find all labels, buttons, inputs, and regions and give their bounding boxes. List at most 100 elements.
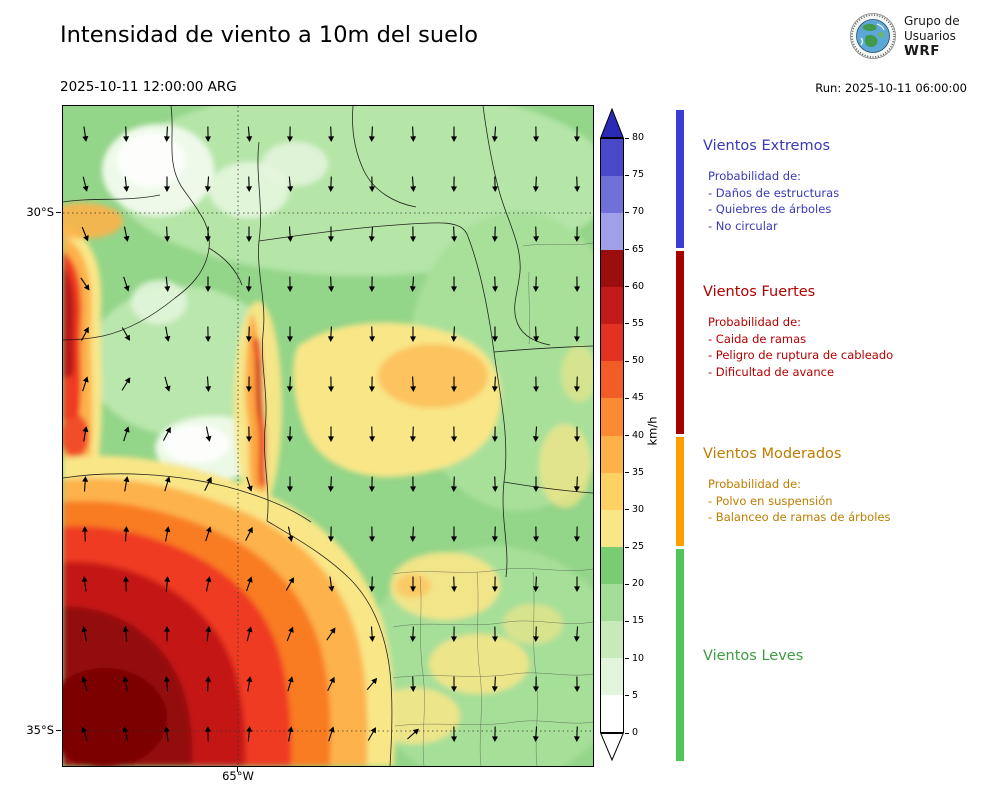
- wind-arrow: [287, 526, 294, 542]
- wind-category-bar: [676, 110, 684, 761]
- wind-arrow: [369, 426, 376, 442]
- wind-arrow: [450, 476, 457, 492]
- wind-arrow: [573, 376, 580, 392]
- wind-arrow: [574, 676, 581, 692]
- colorbar-tick-label: 30: [632, 503, 645, 515]
- wind-arrow: [410, 476, 417, 492]
- wind-arrow: [407, 728, 419, 740]
- wind-arrow: [80, 326, 89, 341]
- wind-arrow: [82, 426, 89, 442]
- colorbar-under-arrow: [600, 733, 624, 761]
- wind-arrow: [246, 176, 253, 192]
- colorbar-tick-label: 10: [632, 652, 645, 664]
- colorbar: 0 5 10 15 20 25 30 35 40 45 50 55 60 65 70 75 80: [600, 108, 675, 764]
- wind-arrow: [328, 426, 334, 442]
- wind-arrow: [246, 476, 253, 492]
- wind-arrow: [410, 226, 417, 242]
- wind-arrow: [246, 626, 253, 642]
- wind-arrow: [245, 376, 252, 392]
- legend-vientos-moderados: Vientos Moderados Probabilidad de: - Polv…: [703, 446, 988, 526]
- wind-arrow: [532, 426, 539, 442]
- wind-arrow: [287, 676, 294, 692]
- colorbar-segment-50-55: [601, 324, 623, 362]
- legend-item: - Dificultad de avance: [708, 364, 835, 379]
- wind-arrow: [122, 576, 129, 592]
- colorbar-segment-25-30: [601, 509, 623, 547]
- wind-arrow: [82, 376, 89, 392]
- legend-item: - Quiebres de árboles: [708, 202, 832, 216]
- colorbar-tick: [625, 509, 629, 511]
- wind-arrow: [205, 576, 212, 592]
- wind-arrow: [122, 726, 129, 742]
- wind-arrow: [163, 126, 170, 142]
- wind-arrow: [491, 576, 498, 592]
- wind-arrow: [451, 526, 457, 542]
- wind-arrow: [533, 326, 540, 342]
- wind-arrow: [205, 676, 212, 692]
- wind-arrow: [532, 276, 539, 292]
- wind-arrow: [532, 576, 539, 592]
- wind-arrow: [368, 126, 375, 142]
- wind-arrow: [245, 326, 252, 342]
- legend-items-fuertes: Probabilidad de: - Caida de ramas - Peligr…: [703, 314, 988, 380]
- colorbar-scale: [600, 138, 624, 733]
- wind-arrow: [163, 676, 170, 692]
- wind-arrow: [328, 576, 335, 592]
- colorbar-tick-label: 75: [632, 169, 645, 181]
- wind-arrow: [327, 526, 334, 542]
- wind-arrow: [205, 626, 212, 642]
- colorbar-tick-label: 65: [632, 243, 645, 255]
- colorbar-tick-label: 15: [632, 615, 645, 627]
- wind-arrow: [451, 376, 457, 392]
- wind-arrow: [81, 676, 88, 692]
- wind-arrow: [327, 326, 334, 342]
- wind-arrow: [532, 176, 539, 192]
- wind-arrow: [164, 326, 171, 342]
- wind-arrow: [81, 576, 88, 592]
- wind-arrow: [287, 326, 293, 342]
- wind-arrow: [368, 226, 375, 242]
- wind-arrow: [574, 576, 580, 592]
- wind-arrow: [533, 526, 540, 542]
- wind-arrow: [451, 426, 458, 442]
- wind-arrow: [121, 327, 130, 341]
- wind-arrow: [121, 377, 131, 391]
- wind-arrow: [491, 126, 498, 142]
- wind-arrow: [574, 426, 580, 442]
- colorbar-segment-45-50: [601, 361, 623, 399]
- wind-arrow: [369, 326, 376, 342]
- wind-arrow: [246, 426, 253, 442]
- wind-arrow: [369, 526, 376, 542]
- wind-arrow: [122, 676, 129, 692]
- wind-arrow: [451, 276, 457, 292]
- wind-arrow: [451, 226, 458, 242]
- wind-arrow: [573, 126, 580, 142]
- wind-arrow: [326, 627, 336, 641]
- wind-arrow: [328, 276, 335, 292]
- wind-arrow: [286, 626, 294, 642]
- logo-line-1: Grupo de: [904, 13, 960, 28]
- wind-arrow: [450, 176, 457, 192]
- colorbar-tick: [625, 583, 629, 585]
- logo-wrf: WRF: [904, 42, 941, 59]
- colorbar-segment-70-75: [601, 176, 623, 214]
- lon-label-65w: 65°W: [222, 769, 254, 783]
- wind-arrow: [533, 126, 540, 142]
- wind-arrow: [574, 276, 581, 292]
- wind-arrow: [164, 526, 171, 542]
- wind-arrow: [491, 376, 498, 392]
- wind-arrow: [532, 726, 539, 742]
- colorbar-tick: [625, 658, 629, 660]
- wind-arrow: [409, 626, 416, 642]
- wind-arrow: [368, 576, 375, 592]
- colorbar-segment-15-20: [601, 583, 623, 621]
- wind-arrow: [82, 176, 89, 192]
- legend-vientos-fuertes: Vientos Fuertes Probabilidad de: - Caida …: [703, 284, 988, 380]
- wind-arrow: [491, 676, 498, 692]
- wind-arrow: [451, 576, 458, 592]
- wind-arrow: [492, 476, 499, 492]
- wind-arrow: [123, 226, 130, 242]
- colorbar-tick: [625, 286, 629, 288]
- wind-arrow: [410, 376, 417, 392]
